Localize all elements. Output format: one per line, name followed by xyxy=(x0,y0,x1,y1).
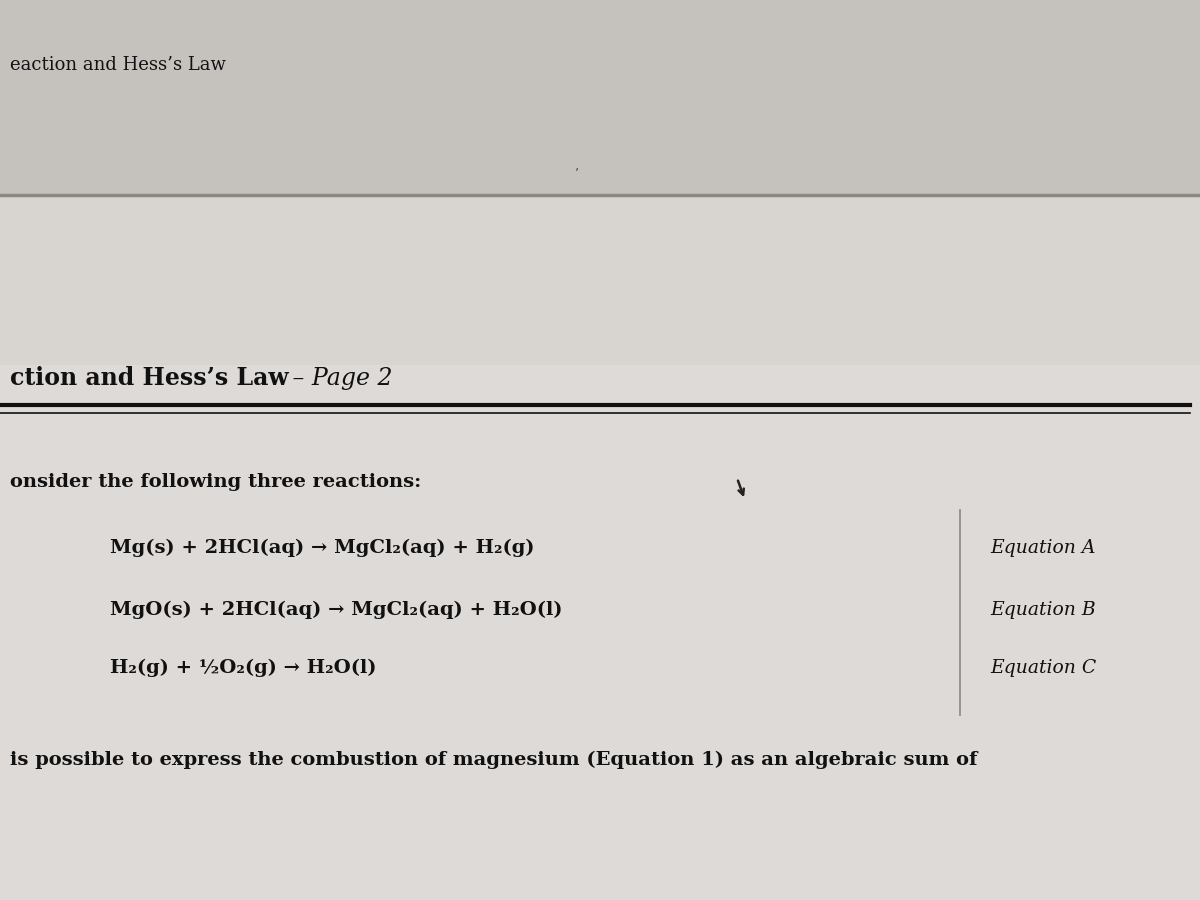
Text: onsider the following three reactions:: onsider the following three reactions: xyxy=(10,473,421,491)
Text: Mg(s) + 2HCl(aq) → MgCl₂(aq) + H₂(g): Mg(s) + 2HCl(aq) → MgCl₂(aq) + H₂(g) xyxy=(110,539,534,557)
Text: is possible to express the combustion of magnesium (Equation 1) as an algebraic : is possible to express the combustion of… xyxy=(10,751,977,770)
Bar xyxy=(0,0,1200,195)
Text: ction and Hess’s Law: ction and Hess’s Law xyxy=(10,366,289,390)
Text: ,: , xyxy=(575,158,580,172)
Bar xyxy=(0,195,1200,365)
Text: Equation C: Equation C xyxy=(990,659,1097,677)
Text: MgO(s) + 2HCl(aq) → MgCl₂(aq) + H₂O(l): MgO(s) + 2HCl(aq) → MgCl₂(aq) + H₂O(l) xyxy=(110,601,563,619)
Text: H₂(g) + ½O₂(g) → H₂O(l): H₂(g) + ½O₂(g) → H₂O(l) xyxy=(110,659,377,677)
Bar xyxy=(0,365,1200,900)
Text: – Page 2: – Page 2 xyxy=(286,366,392,390)
Text: eaction and Hess’s Law: eaction and Hess’s Law xyxy=(10,56,226,74)
Text: Equation B: Equation B xyxy=(990,601,1096,619)
Text: Equation A: Equation A xyxy=(990,539,1096,557)
